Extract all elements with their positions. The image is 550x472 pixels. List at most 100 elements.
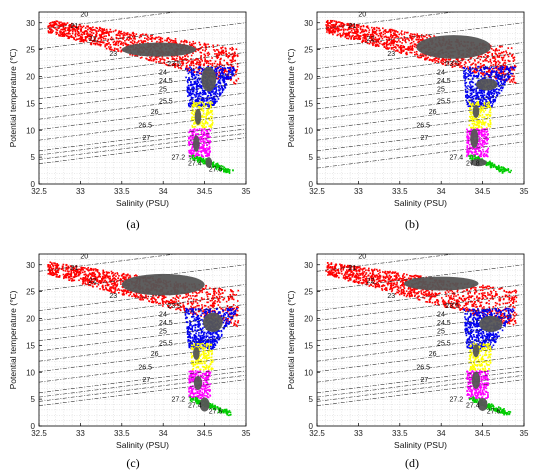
x-axis-label: Salinity (PSU) [394,198,447,208]
point [201,160,204,163]
point [234,69,236,72]
point [106,40,109,43]
point [156,36,158,39]
point [193,87,195,90]
point [342,33,344,35]
point [357,26,359,29]
point [201,91,204,94]
point [464,82,467,84]
point [466,130,469,132]
point [470,115,473,118]
point [427,56,429,59]
point [419,54,421,57]
point [220,53,223,56]
point [478,126,480,128]
point [96,27,99,30]
point [169,40,172,42]
point [218,63,220,66]
point [83,273,86,276]
point [90,39,92,41]
point [469,89,472,92]
point [479,98,481,101]
point [467,153,470,156]
point [470,104,473,107]
point [94,42,96,45]
point [504,169,507,172]
point [477,128,480,131]
point [200,133,203,135]
point [476,69,478,71]
point [510,169,512,172]
point [217,80,220,83]
point [203,133,206,135]
point [150,59,153,62]
point [152,58,155,61]
point [327,24,329,26]
point [472,91,475,94]
point [384,32,386,35]
point [77,26,80,29]
point [409,35,412,37]
isopycnal-label: 27.4 [188,161,202,168]
point [429,36,432,38]
point [433,35,435,37]
point [407,46,410,49]
point [382,33,385,36]
point [222,79,225,82]
point [73,25,76,28]
point [193,157,196,160]
point [359,26,362,28]
point [480,107,482,109]
point [188,93,190,95]
point [213,95,216,98]
point [373,30,375,33]
point [215,168,218,171]
point [102,272,104,275]
point [67,37,69,39]
point [481,134,484,137]
point [212,91,214,93]
point [366,35,369,37]
point [231,70,234,73]
point [442,57,445,60]
point [61,24,64,26]
point [78,38,80,40]
point [132,31,134,34]
point [409,51,411,54]
point [81,39,83,42]
point [482,66,485,69]
point [53,20,56,23]
point [481,116,484,119]
point [346,34,348,36]
point [187,104,190,106]
point [83,33,86,35]
point [478,113,480,116]
point [64,30,67,32]
point [214,91,217,93]
point [68,29,71,32]
point [211,123,213,125]
point [466,154,469,156]
point [221,296,223,298]
point [204,122,207,125]
point [330,24,333,26]
point [481,100,484,103]
point [96,39,99,42]
point [98,41,101,43]
point [484,142,487,144]
point [411,39,413,41]
point [397,44,399,47]
point [229,69,231,72]
point [347,31,350,34]
point [500,67,503,70]
point [112,30,115,33]
point [486,55,489,57]
point [87,33,89,35]
point [457,63,460,65]
point [339,34,342,37]
point [229,59,232,62]
point [188,87,190,90]
point [210,66,212,69]
point [118,289,121,291]
point [236,68,238,71]
